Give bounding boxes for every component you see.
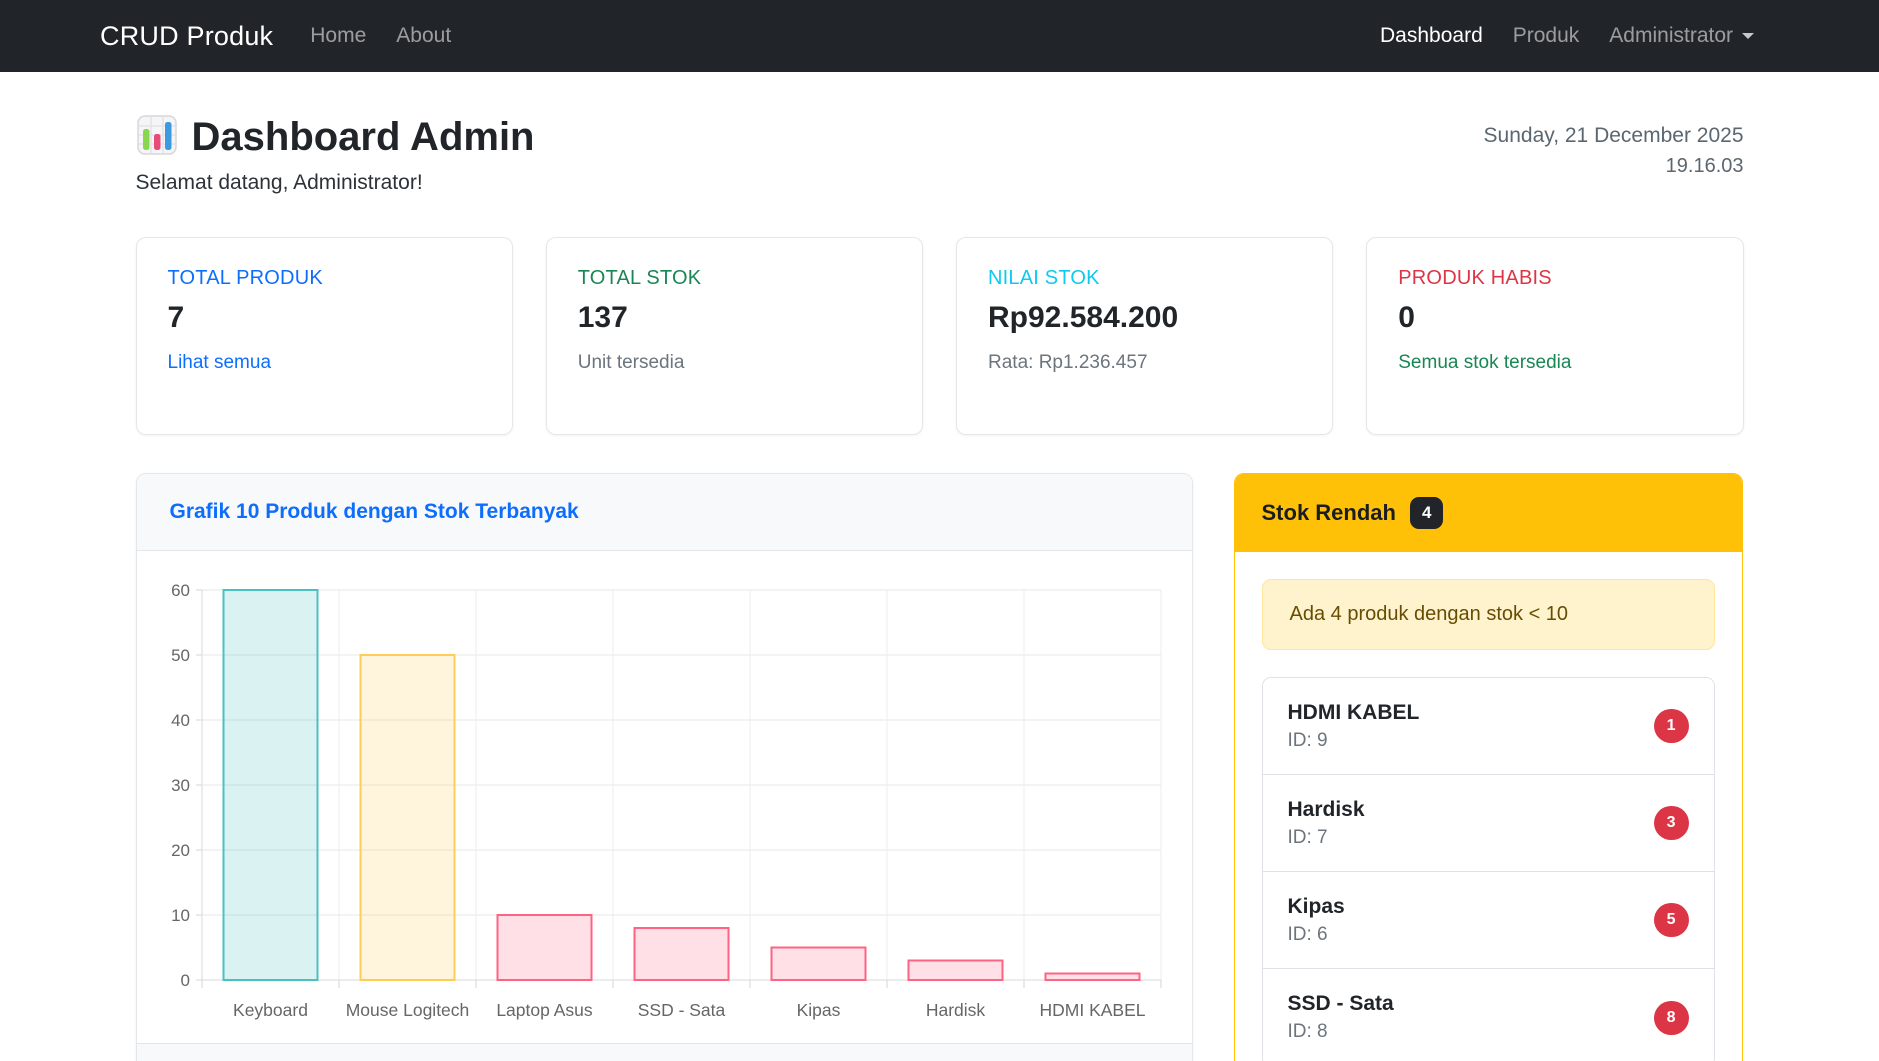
low-stock-alert: Ada 4 produk dengan stok < 10 [1262,579,1715,650]
nav-item: Home [295,24,381,48]
page-title: Dashboard Admin [192,115,535,160]
low-stock-item: Kipas ID: 6 5 [1263,872,1714,969]
chart-bar-ssd-sata [634,928,728,980]
low-stock-item: HDMI KABEL ID: 9 1 [1263,678,1714,775]
nav-item: Administrator [1594,24,1769,48]
low-stock-item-id: ID: 8 [1288,1021,1394,1043]
nav-link-about[interactable]: About [381,16,466,55]
stat-label: NILAI STOK [988,267,1301,290]
stat-subtext: Semua stok tersedia [1398,352,1571,374]
nav-link-administrator[interactable]: Administrator [1594,16,1769,55]
low-stock-item-id: ID: 7 [1288,827,1365,849]
chart-tick-label: HDMI KABEL [1039,1000,1145,1020]
chart-title: Grafik 10 Produk dengan Stok Terbanyak [170,500,579,523]
main-container: Dashboard Admin Selamat datang, Administ… [136,72,1744,1061]
nav-link-dashboard[interactable]: Dashboard [1365,16,1498,55]
chart-bar-hardisk [908,961,1002,981]
datetime-block: Sunday, 21 December 2025 19.16.03 [1484,114,1744,178]
current-date: Sunday, 21 December 2025 [1484,124,1744,148]
chart-tick-label: Keyboard [233,1000,308,1020]
chart-tick-label: 30 [171,776,190,795]
chart-card: Grafik 10 Produk dengan Stok Terbanyak 0… [136,473,1193,1061]
stat-label: PRODUK HABIS [1398,267,1711,290]
stat-value: Rp92.584.200 [988,301,1301,335]
chart-tick-label: Mouse Logitech [345,1000,469,1020]
stat-value: 7 [168,301,481,335]
stock-bar-chart: 0 10 20 30 40 50 60 Keyboard Mouse Logitech Lapto… [162,563,1169,1041]
low-stock-item-badge: 3 [1654,806,1689,840]
low-stock-item-info: Kipas ID: 6 [1288,895,1345,946]
chart-tick-label: 60 [171,581,190,600]
low-stock-header: Stok Rendah 4 [1235,474,1742,552]
chart-bar-laptop-asus [497,915,591,980]
chevron-down-icon [1742,33,1754,39]
low-stock-item-info: SSD - Sata ID: 8 [1288,992,1394,1043]
stat-subtext: Rata: Rp1.236.457 [988,352,1148,374]
stat-card-4: PRODUK HABIS 0 Semua stok tersedia [1366,237,1743,435]
low-stock-item-name: HDMI KABEL [1288,701,1420,725]
chart-tick-label: Kipas [796,1000,840,1020]
nav-link-home[interactable]: Home [295,16,381,55]
low-stock-item-badge: 8 [1654,1001,1689,1035]
low-stock-item: Hardisk ID: 7 3 [1263,775,1714,872]
chart-tick-label: 0 [180,971,189,990]
low-stock-item: SSD - Sata ID: 8 8 [1263,969,1714,1061]
bar-chart-emoji-icon [136,114,178,161]
stat-link[interactable]: Lihat semua [168,352,272,374]
low-stock-count-badge: 4 [1410,497,1443,529]
low-stock-item-id: ID: 9 [1288,730,1420,752]
stat-value: 137 [578,301,891,335]
low-stock-item-info: Hardisk ID: 7 [1288,798,1365,849]
stat-label: TOTAL PRODUK [168,267,481,290]
chart-tick-label: SSD - Sata [637,1000,725,1020]
nav-item: Produk [1498,24,1595,48]
stat-card-3: NILAI STOK Rp92.584.200 Rata: Rp1.236.457 [956,237,1333,435]
low-stock-item-id: ID: 6 [1288,924,1345,946]
low-stock-item-badge: 1 [1654,709,1689,743]
nav-link-produk[interactable]: Produk [1498,16,1595,55]
low-stock-item-badge: 5 [1654,903,1689,937]
stat-label: TOTAL STOK [578,267,891,290]
low-stock-item-info: HDMI KABEL ID: 9 [1288,701,1420,752]
current-time: 19.16.03 [1484,155,1744,178]
chart-tick-label: 10 [171,906,190,925]
page: CRUD Produk HomeAbout DashboardProdukAdm… [0,0,1879,1061]
low-stock-item-name: Hardisk [1288,798,1365,822]
chart-bar-keyboard [223,590,317,980]
nav-item: About [381,24,466,48]
stat-value: 0 [1398,301,1711,335]
chart-tick-label: Hardisk [925,1000,985,1020]
navbar: CRUD Produk HomeAbout DashboardProdukAdm… [0,0,1879,72]
chart-card-header: Grafik 10 Produk dengan Stok Terbanyak [137,474,1192,551]
chart-bar-kipas [771,948,865,981]
chart-tick-label: 50 [171,646,190,665]
low-stock-card: Stok Rendah 4 Ada 4 produk dengan stok <… [1234,473,1743,1061]
main-row: Grafik 10 Produk dengan Stok Terbanyak 0… [136,473,1744,1061]
low-stock-item-name: Kipas [1288,895,1345,919]
chart-card-body: 0 10 20 30 40 50 60 Keyboard Mouse Logitech Lapto… [137,551,1192,1043]
stat-subtext: Unit tersedia [578,352,685,374]
stat-card-2: TOTAL STOK 137 Unit tersedia [546,237,923,435]
stats-row: TOTAL PRODUK 7 Lihat semua TOTAL STOK 137 Uni… [136,237,1744,435]
low-stock-body: Ada 4 produk dengan stok < 10 HDMI KABEL… [1235,552,1742,1061]
low-stock-list: HDMI KABEL ID: 9 1 Hardisk ID: 7 3 Kipas ID: 6 5… [1262,677,1715,1061]
brand-link[interactable]: CRUD Produk [100,21,273,52]
nav-item: Dashboard [1365,24,1498,48]
chart-tick-label: Laptop Asus [496,1000,593,1020]
chart-tick-label: 40 [171,711,190,730]
navbar-left-links: HomeAbout [295,24,466,48]
stat-card-1: TOTAL PRODUK 7 Lihat semua [136,237,513,435]
low-stock-item-name: SSD - Sata [1288,992,1394,1016]
chart-tick-label: 20 [171,841,190,860]
page-header-left: Dashboard Admin Selamat datang, Administ… [136,114,535,195]
low-stock-title: Stok Rendah [1262,500,1396,526]
chart-bar-mouse-logitech [360,655,454,980]
greeting-text: Selamat datang, Administrator! [136,171,535,195]
navbar-right-links: DashboardProdukAdministrator [1365,24,1769,48]
page-header: Dashboard Admin Selamat datang, Administ… [136,114,1744,195]
chart-bar-hdmi-kabel [1045,974,1139,981]
